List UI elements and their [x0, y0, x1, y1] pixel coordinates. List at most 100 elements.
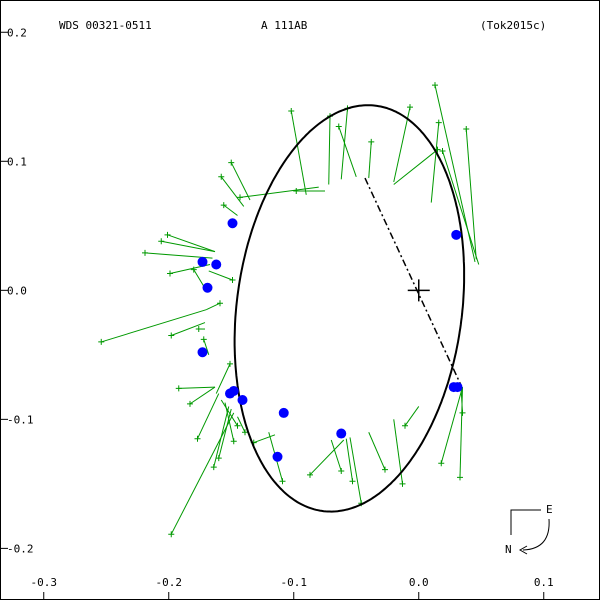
residual-line [253, 434, 276, 444]
line-of-nodes [364, 177, 462, 387]
residual-marker [218, 173, 225, 180]
orbit-group [233, 104, 466, 513]
compass-east-arm [510, 509, 541, 535]
residual-marker [407, 104, 413, 111]
residual-line [189, 386, 216, 405]
observation-point [211, 259, 222, 270]
residual-line [290, 110, 307, 195]
residual-marker [457, 474, 463, 481]
observation-point [237, 395, 248, 405]
residual-marker [459, 409, 466, 416]
residual-line [393, 419, 403, 484]
residual-marker [175, 385, 182, 392]
residual-marker [217, 300, 223, 307]
compass-north-label: N [505, 543, 512, 556]
residual-line [345, 438, 353, 482]
residual-marker [168, 531, 175, 538]
residual-marker [382, 466, 388, 473]
x-tick-label: -0.1 [281, 576, 308, 589]
residual-line [328, 116, 331, 185]
residual-marker [195, 326, 202, 333]
compass-arrow [522, 518, 550, 551]
residual-line [208, 270, 233, 281]
header-wds: WDS 00321-0511 [59, 19, 152, 32]
primary-star-marker [407, 279, 430, 302]
residual-line [215, 363, 231, 394]
residual-marker [335, 123, 342, 130]
residual-line [171, 322, 206, 336]
residual-marker [142, 249, 148, 256]
observation-point [202, 282, 213, 293]
residual-line [309, 439, 345, 476]
residual-marker [168, 332, 175, 339]
residual-marker [98, 338, 105, 345]
residual-marker [237, 194, 243, 201]
residual-marker [215, 455, 222, 462]
residual-line [197, 393, 220, 439]
residual-marker [200, 336, 207, 343]
residual-marker [210, 464, 217, 471]
residual-marker [164, 231, 171, 238]
residual-line [220, 399, 238, 427]
observation-point [197, 256, 208, 267]
orbit-ellipse [233, 104, 466, 513]
residual-line [178, 386, 216, 389]
residual-marker [463, 126, 470, 133]
compass-arrowhead [518, 545, 528, 555]
residual-marker [230, 438, 237, 445]
residual-marker [234, 422, 241, 429]
residual-marker [349, 478, 356, 485]
residual-marker [242, 429, 248, 436]
compass-east-label: E [546, 503, 553, 516]
residual-line [440, 386, 463, 464]
residual-line [206, 302, 221, 311]
residual-line [237, 416, 246, 433]
residual-marker [220, 202, 227, 209]
observation-point [227, 218, 238, 229]
residual-line [349, 437, 362, 504]
residual-marker [229, 277, 236, 283]
observation-point [452, 382, 463, 393]
observation-point [336, 428, 347, 439]
residual-line [368, 141, 372, 179]
residual-marker [227, 360, 233, 367]
residual-line [101, 309, 207, 343]
residual-line [442, 150, 480, 265]
x-tick-label: 0.1 [534, 576, 554, 589]
y-tick-label: -0.1 [7, 413, 34, 426]
y-tick-label: -0.2 [7, 542, 34, 555]
residual-marker [307, 471, 313, 478]
observation-point [225, 388, 235, 399]
observation-point [272, 451, 283, 462]
residual-line [167, 234, 216, 253]
x-tick-label: -0.2 [156, 576, 183, 589]
residual-marker [288, 107, 295, 114]
residual-line [404, 406, 420, 427]
residual-line [368, 432, 386, 470]
residual-line [338, 126, 357, 177]
residual-line [239, 186, 319, 198]
residual-marker [438, 460, 445, 467]
x-tick-label: -0.3 [31, 576, 58, 589]
residual-lines-group [98, 82, 480, 538]
residual-marker [228, 159, 235, 166]
residual-line [220, 176, 245, 207]
residual-marker [338, 467, 345, 474]
residual-line [460, 390, 463, 413]
y-tick-label: 0.2 [7, 26, 27, 39]
residual-marker [432, 82, 438, 89]
header-reference: (Tok2015c) [480, 19, 546, 32]
residual-marker [402, 422, 408, 429]
header-component: A 111AB [261, 19, 308, 32]
residual-line [170, 412, 235, 535]
y-tick-label: 0.1 [7, 155, 27, 168]
observations-group [197, 218, 463, 462]
residual-marker [279, 478, 286, 485]
residual-line [218, 408, 232, 459]
residual-marker [194, 435, 201, 442]
residual-line [430, 122, 440, 203]
y-tick-label: 0.0 [7, 284, 27, 297]
residual-marker [187, 400, 193, 407]
residual-marker [368, 138, 375, 145]
